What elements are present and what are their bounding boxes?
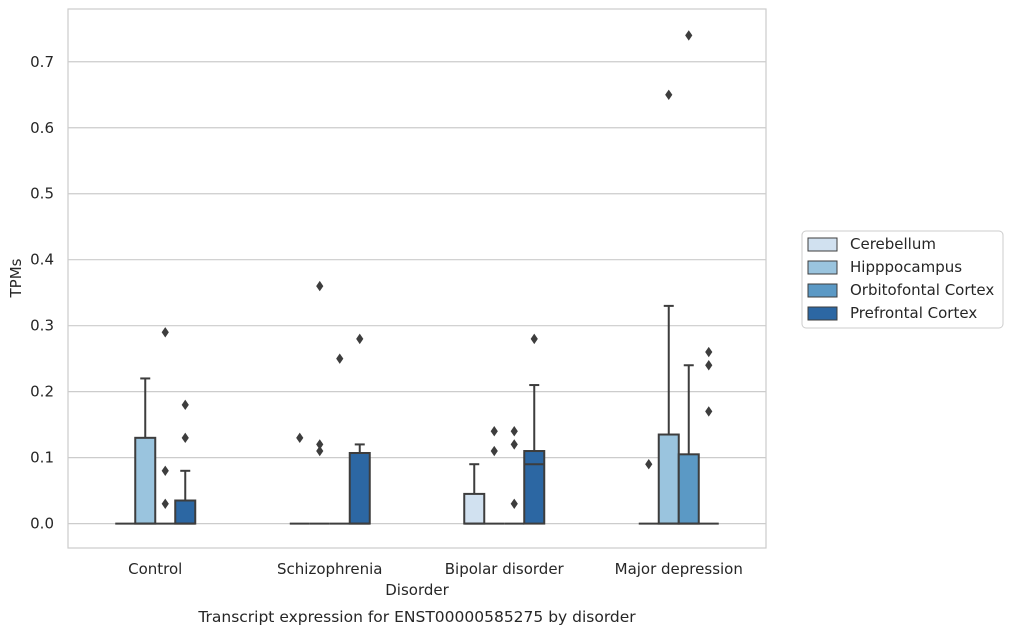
- box-3-0: [174, 399, 197, 525]
- x-tick-labels: Control Schizophrenia Bipolar disorder Majo…: [128, 560, 743, 578]
- outlier-point: [510, 498, 518, 509]
- legend-swatch: [807, 283, 838, 298]
- box-3-3: [698, 346, 719, 525]
- legend-swatch: [807, 260, 838, 275]
- box-body: [523, 450, 546, 525]
- chart-caption: Transcript expression for ENST0000058527…: [197, 608, 636, 626]
- y-tick-label: 0.7: [30, 53, 54, 71]
- outlier-point: [665, 89, 673, 100]
- outlier-point: [316, 445, 324, 457]
- legend-swatch: [807, 306, 838, 321]
- box-body: [174, 499, 197, 525]
- y-tick-label: 0.6: [30, 119, 54, 137]
- y-tick-labels: 0.0 0.1 0.2 0.3 0.4 0.5 0.6 0.7: [30, 53, 54, 533]
- y-tick-label: 0.1: [30, 449, 54, 467]
- box-1-0: [134, 377, 157, 525]
- box-2-1: [329, 353, 350, 525]
- box-1-2: [484, 426, 505, 525]
- outlier-point: [510, 439, 518, 450]
- legend-label: Prefrontal Cortex: [850, 304, 977, 322]
- legend-label: Hipppocampus: [850, 258, 962, 276]
- outlier-point: [490, 445, 498, 457]
- box-0-3: [638, 459, 659, 525]
- outlier-point: [181, 432, 189, 444]
- box-2-3: [677, 30, 700, 525]
- box-body: [463, 492, 486, 525]
- y-axis-label: TPMs: [7, 258, 25, 298]
- box-0-1: [289, 432, 310, 525]
- box-3-2: [523, 333, 546, 525]
- y-tick-label: 0.5: [30, 185, 54, 203]
- box-body: [677, 453, 700, 525]
- x-tick-label: Control: [128, 560, 182, 578]
- outlier-point: [510, 426, 518, 437]
- y-tick-label: 0.3: [30, 317, 54, 335]
- legend-swatch: [807, 237, 838, 252]
- outlier-point: [356, 333, 364, 345]
- y-tick-label: 0.0: [30, 515, 54, 533]
- x-tick-label: Schizophrenia: [277, 560, 382, 578]
- box-groups: [115, 30, 719, 525]
- box-body: [657, 433, 680, 525]
- box-1-1: [309, 280, 330, 525]
- x-tick-label: Major depression: [615, 560, 743, 578]
- legend-frame: [801, 230, 1004, 329]
- outlier-point: [705, 346, 713, 358]
- outlier-point: [530, 333, 538, 345]
- legend: Cerebellum Hipppocampus Orbitofontal Corte…: [801, 230, 1004, 329]
- y-tick-label: 0.4: [30, 251, 54, 269]
- outlier-point: [336, 353, 344, 364]
- outlier-point: [685, 30, 693, 41]
- outlier-point: [316, 280, 324, 292]
- x-axis-label: Disorder: [385, 581, 449, 599]
- box-3-1: [348, 333, 371, 525]
- box-2-2: [504, 426, 525, 525]
- x-tick-label: Bipolar disorder: [445, 560, 565, 578]
- outlier-point: [645, 459, 653, 470]
- outlier-point: [705, 360, 713, 371]
- outlier-point: [705, 406, 713, 417]
- outlier-point: [161, 465, 169, 477]
- box-2-0: [155, 327, 176, 525]
- y-tick-label: 0.2: [30, 383, 54, 401]
- outlier-point: [161, 498, 169, 509]
- legend-label: Cerebellum: [850, 235, 936, 253]
- legend-label: Orbitofontal Cortex: [850, 281, 994, 299]
- box-body: [134, 436, 157, 525]
- box-0-2: [463, 463, 486, 525]
- outlier-point: [181, 399, 189, 411]
- box-body: [348, 451, 371, 525]
- outlier-point: [296, 432, 304, 444]
- outlier-point: [316, 439, 324, 450]
- outlier-point: [161, 327, 169, 338]
- outlier-point: [490, 426, 498, 437]
